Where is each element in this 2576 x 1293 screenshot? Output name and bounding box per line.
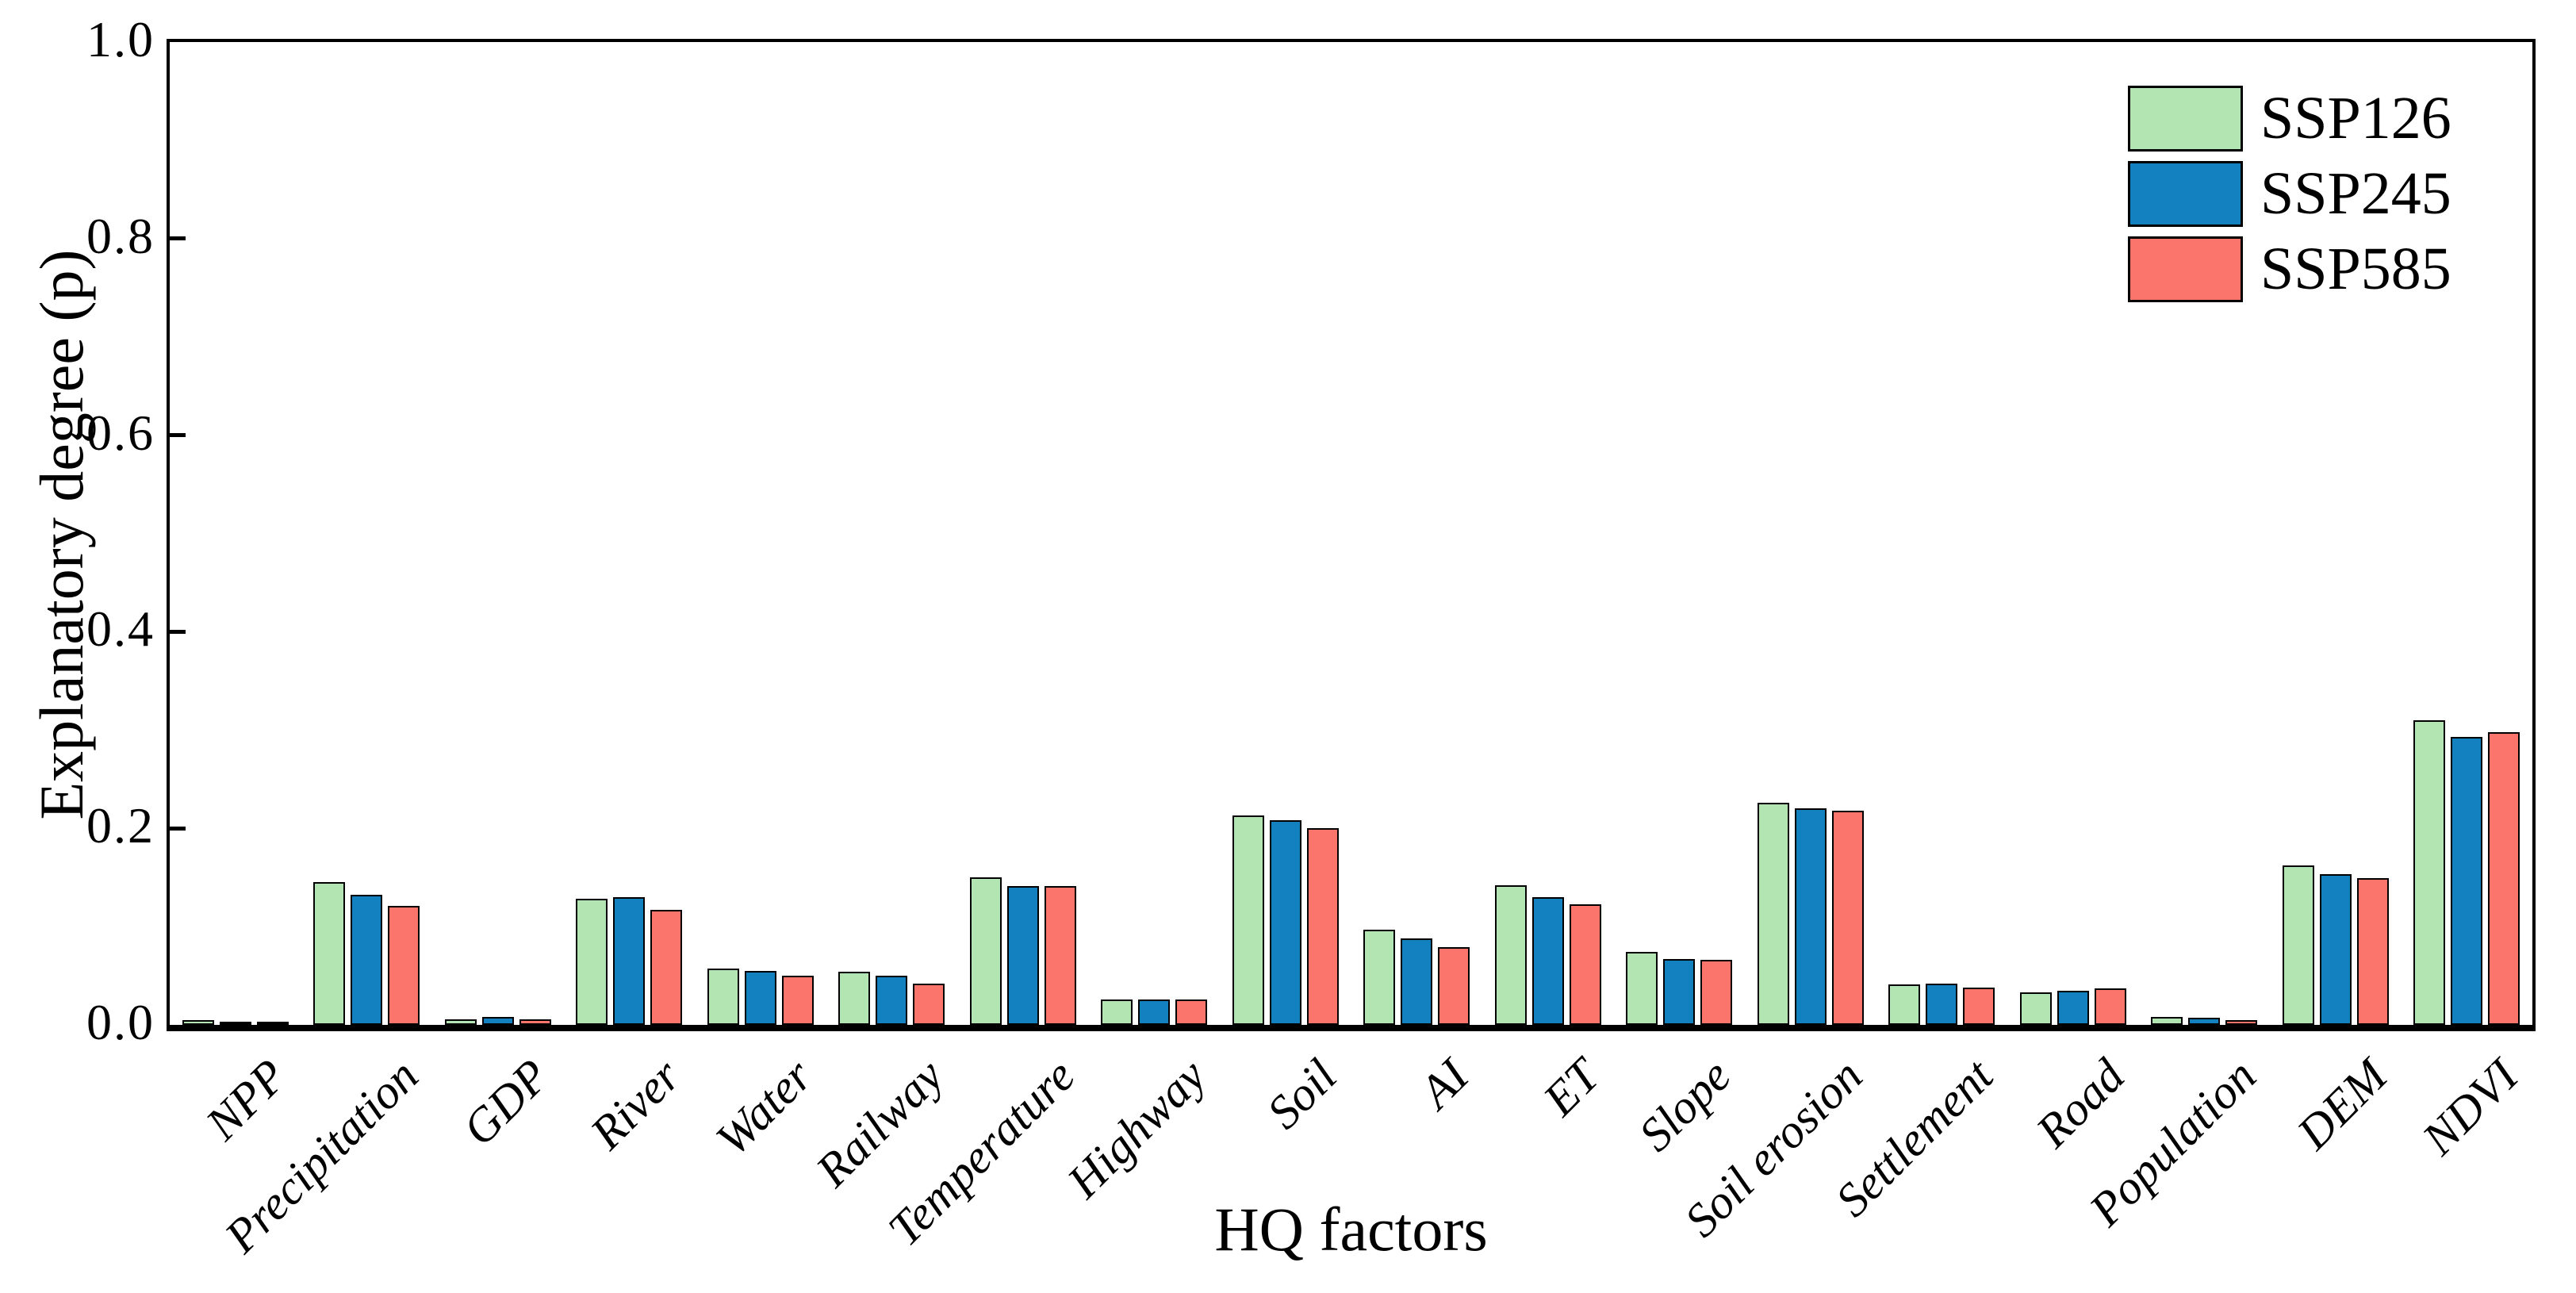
bar-ssp585-gdp	[519, 1019, 551, 1025]
x-category-label: Water	[705, 1049, 822, 1166]
bar-ssp245-river	[613, 896, 646, 1025]
bar-ssp585-slope	[1700, 960, 1733, 1025]
bar-ssp126-et	[1494, 885, 1527, 1025]
y-tick-label: 0.8	[86, 207, 155, 264]
bar-ssp245-settlement	[1926, 983, 1958, 1025]
x-category-label: Slope	[1628, 1049, 1741, 1161]
bar-ssp245-population	[2188, 1018, 2221, 1025]
x-category-label: NDVI	[2412, 1049, 2528, 1165]
bar-ssp245-temperature	[1006, 886, 1039, 1025]
bar-ssp126-population	[2151, 1017, 2183, 1025]
legend-swatch-ssp126	[2128, 86, 2243, 152]
bar-ssp245-gdp	[481, 1017, 514, 1025]
bar-ssp126-gdp	[444, 1019, 477, 1025]
bar-ssp245-et	[1531, 896, 1564, 1025]
legend-label-ssp245: SSP245	[2260, 160, 2451, 227]
y-tick-label: 0.6	[86, 404, 155, 461]
bar-ssp126-temperature	[969, 877, 1002, 1025]
legend-label-ssp126: SSP126	[2260, 85, 2451, 152]
bar-ssp585-npp	[256, 1022, 289, 1025]
bar-ssp245-ai	[1401, 938, 1433, 1025]
y-axis-title-text: Explanatory degree (p)	[27, 249, 96, 820]
bar-ssp245-precipitation	[351, 895, 383, 1025]
x-category-label: GDP	[453, 1049, 560, 1156]
bar-ssp585-precipitation	[388, 906, 420, 1025]
x-category-label: Highway	[1056, 1049, 1216, 1208]
legend-item-ssp245: SSP245	[2128, 161, 2451, 227]
bar-ssp245-water	[744, 970, 776, 1025]
bar-ssp126-settlement	[1888, 984, 1921, 1025]
bar-ssp585-et	[1569, 904, 1601, 1025]
x-category-label: Soil	[1257, 1049, 1347, 1139]
bar-ssp245-soil	[1269, 820, 1301, 1025]
bar-ssp126-soil	[1232, 815, 1264, 1025]
bar-ssp126-soil-erosion	[1757, 803, 1789, 1025]
x-category-label: AI	[1409, 1049, 1478, 1118]
bar-ssp585-temperature	[1044, 886, 1076, 1025]
legend-swatch-ssp585	[2128, 236, 2243, 302]
bar-ssp126-highway	[1101, 999, 1133, 1025]
bar-ssp126-river	[576, 899, 608, 1025]
bar-ssp245-dem	[2319, 874, 2352, 1025]
bar-ssp126-slope	[1626, 952, 1658, 1025]
bar-ssp585-population	[2225, 1019, 2258, 1025]
y-tick-label: 0.2	[86, 797, 155, 854]
y-tick-mark	[170, 433, 186, 438]
bar-ssp126-npp	[182, 1019, 214, 1025]
bar-ssp126-road	[2019, 992, 2052, 1025]
legend-label-ssp585: SSP585	[2260, 236, 2451, 302]
bar-ssp126-dem	[2282, 865, 2314, 1025]
bar-ssp585-road	[2094, 988, 2126, 1025]
y-tick-mark	[170, 826, 186, 831]
bar-ssp126-water	[707, 969, 739, 1025]
bar-ssp126-railway	[838, 972, 871, 1025]
y-tick-label: 0.4	[86, 600, 155, 658]
y-tick-label: 0.0	[86, 994, 155, 1051]
bar-ssp245-road	[2057, 990, 2089, 1025]
x-category-label: DEM	[2287, 1049, 2398, 1160]
y-tick-mark	[170, 629, 186, 634]
legend: SSP126 SSP245 SSP585	[2128, 86, 2451, 312]
legend-swatch-ssp245	[2128, 161, 2243, 227]
bar-ssp245-railway	[876, 976, 908, 1025]
bar-ssp245-slope	[1663, 959, 1696, 1025]
bar-ssp126-ai	[1363, 929, 1396, 1025]
bar-ssp585-ai	[1438, 947, 1470, 1025]
x-category-label: ET	[1532, 1049, 1610, 1126]
x-axis-title: HQ factors	[1214, 1195, 1488, 1264]
bar-ssp585-settlement	[1963, 987, 1995, 1025]
y-tick-label: 1.0	[86, 11, 155, 68]
x-category-label: Road	[2026, 1049, 2135, 1157]
x-category-label: NPP	[196, 1049, 297, 1150]
bar-ssp585-dem	[2356, 878, 2389, 1025]
bar-ssp245-highway	[1138, 999, 1171, 1025]
bar-ssp126-ndvi	[2413, 719, 2446, 1025]
bar-ssp585-highway	[1175, 999, 1208, 1025]
bar-ssp585-soil	[1306, 828, 1339, 1025]
legend-item-ssp126: SSP126	[2128, 86, 2451, 152]
x-category-label: River	[581, 1049, 691, 1160]
bar-ssp245-ndvi	[2451, 736, 2483, 1025]
bar-ssp245-npp	[219, 1022, 251, 1025]
bar-ssp245-soil-erosion	[1794, 808, 1827, 1025]
legend-item-ssp585: SSP585	[2128, 236, 2451, 302]
bar-ssp585-ndvi	[2488, 731, 2520, 1025]
bar-ssp585-river	[650, 910, 683, 1025]
bar-ssp126-precipitation	[313, 882, 346, 1025]
bar-ssp585-water	[781, 976, 814, 1025]
y-tick-mark	[170, 236, 186, 241]
bar-ssp585-railway	[913, 983, 945, 1025]
bar-ssp585-soil-erosion	[1831, 810, 1864, 1025]
